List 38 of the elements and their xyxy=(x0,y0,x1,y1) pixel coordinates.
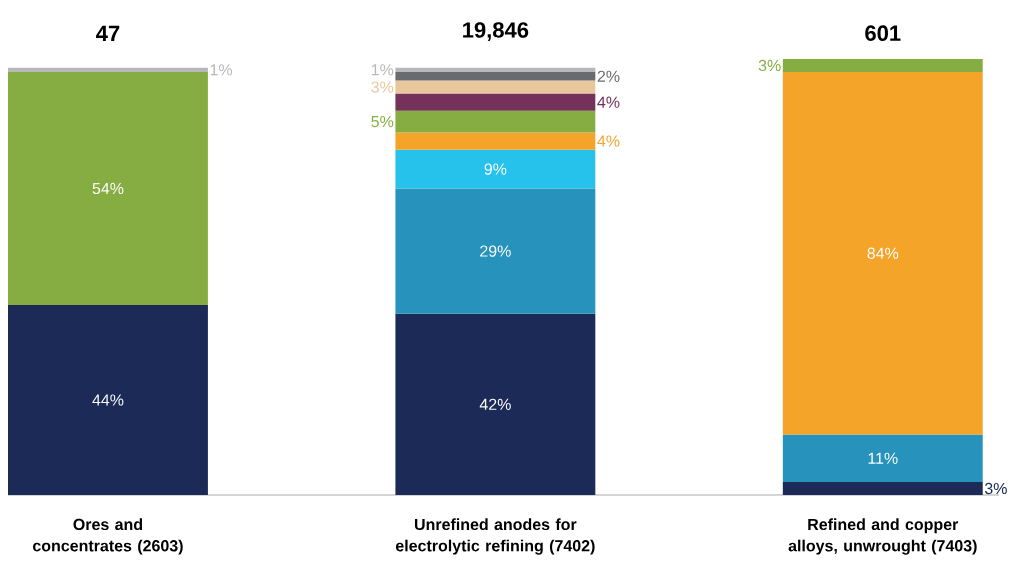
data-label: 4% xyxy=(597,96,620,108)
data-label: 29% xyxy=(480,245,511,257)
text: 601 xyxy=(865,25,901,41)
bar xyxy=(395,188,596,314)
text: 47 xyxy=(96,25,120,41)
bar xyxy=(8,71,208,306)
bar xyxy=(395,132,596,150)
bar xyxy=(395,149,596,189)
data-label: 84% xyxy=(867,247,899,259)
data-label: 54% xyxy=(92,182,124,195)
bar xyxy=(395,80,596,94)
data-label: 4% xyxy=(597,135,620,147)
bar xyxy=(395,67,596,72)
data-label: 1% xyxy=(371,64,394,76)
bar xyxy=(395,71,596,81)
data-label: 3% xyxy=(758,59,781,72)
x-tick-label: Ores and concentrates (2603) xyxy=(33,518,183,555)
data-label: 9% xyxy=(484,163,507,175)
bar xyxy=(395,313,596,495)
data-label: 3% xyxy=(984,482,1007,495)
data-label: 5% xyxy=(371,115,394,128)
bar xyxy=(782,58,983,72)
bar xyxy=(8,305,208,495)
data-label: 1% xyxy=(210,64,233,76)
bar xyxy=(782,434,983,483)
data-label: 2% xyxy=(597,70,620,82)
bar xyxy=(395,93,596,111)
bar xyxy=(395,110,596,133)
data-label: 3% xyxy=(371,81,394,93)
bar xyxy=(782,482,983,495)
text: 19,846 xyxy=(463,22,529,41)
data-label: 11% xyxy=(868,452,898,464)
bar xyxy=(782,71,983,435)
data-label: 44% xyxy=(92,394,124,406)
x-tick-label: Unrefined anodes for electrolytic refining (7402) xyxy=(395,518,595,555)
bar xyxy=(8,67,208,72)
data-label: 42% xyxy=(479,398,511,410)
x-tick-label: Refined and copper alloys, unwrought (7403) xyxy=(788,518,977,555)
